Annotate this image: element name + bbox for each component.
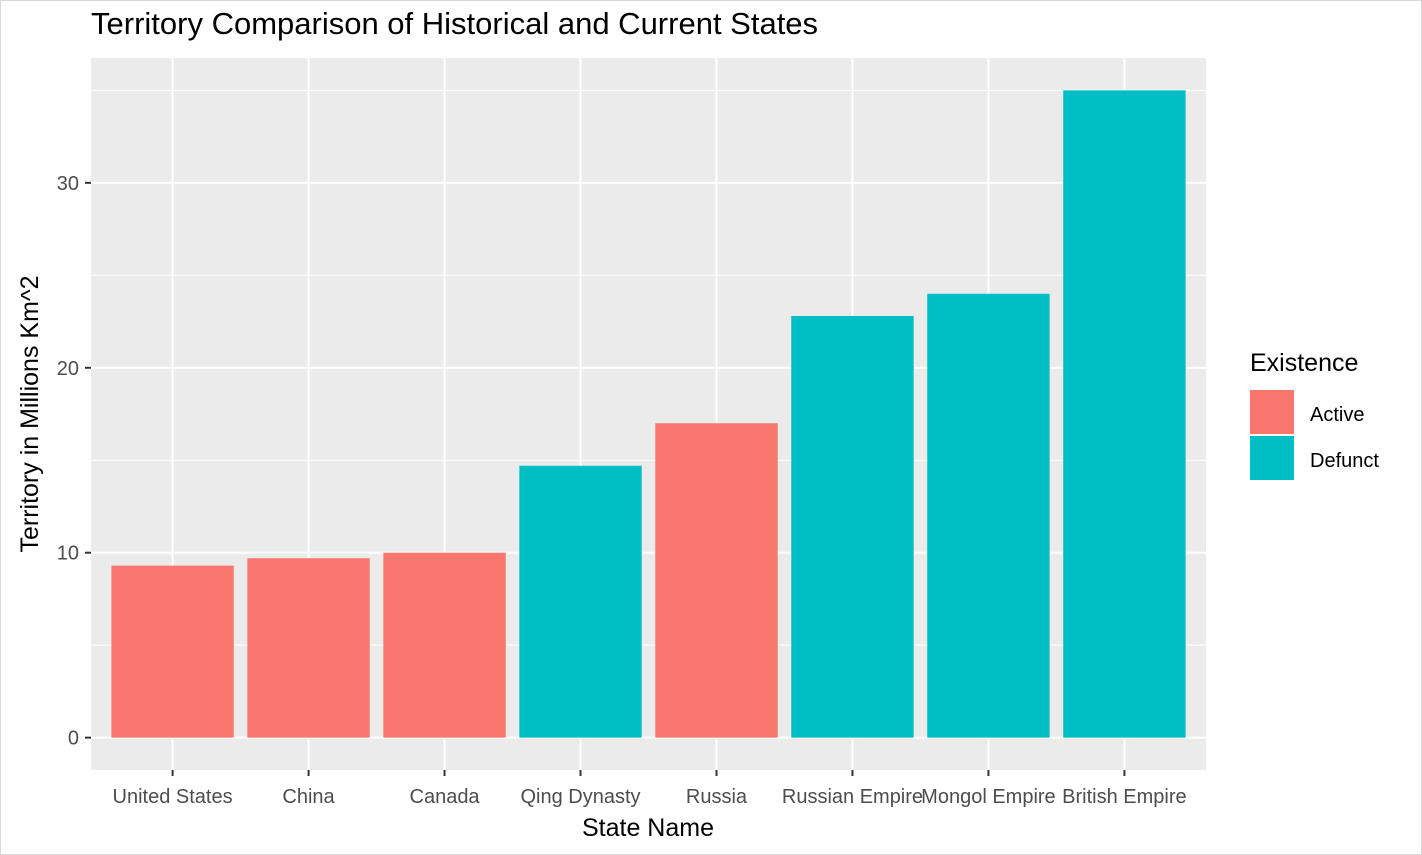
y-tick-label: 0 [68,728,79,750]
legend: Existence Active Defunct [1250,349,1379,480]
x-tick-label: Mongol Empire [921,786,1056,808]
bars [111,90,1186,738]
x-axis: United States China Canada Qing Dynasty Russ… [113,770,1187,808]
bar [655,423,778,738]
legend-key-active [1250,390,1294,434]
legend-key-defunct [1250,436,1294,480]
x-axis-title: State Name [582,814,714,842]
x-tick-label: British Empire [1062,786,1186,808]
bar [111,565,234,738]
y-axis: 0 10 20 30 [57,173,91,750]
chart-title: Territory Comparison of Historical and C… [91,6,818,41]
legend-label-defunct: Defunct [1310,450,1379,472]
x-tick-label: Russia [686,786,748,808]
x-tick-label: United States [113,786,233,808]
y-tick-label: 20 [57,358,79,380]
bar [1063,90,1186,738]
x-tick-label: China [282,786,335,808]
bar [383,552,506,738]
y-tick-label: 30 [57,173,79,195]
y-tick-label: 10 [57,543,79,565]
bar [519,465,642,738]
y-axis-title: Territory in Millions Km^2 [16,275,44,552]
x-tick-label: Qing Dynasty [520,786,640,808]
bar [927,293,1050,738]
bar [791,315,914,738]
bar [247,558,370,738]
legend-title: Existence [1250,349,1358,377]
x-tick-label: Canada [410,786,481,808]
legend-label-active: Active [1310,404,1364,426]
x-tick-label: Russian Empire [782,786,923,808]
